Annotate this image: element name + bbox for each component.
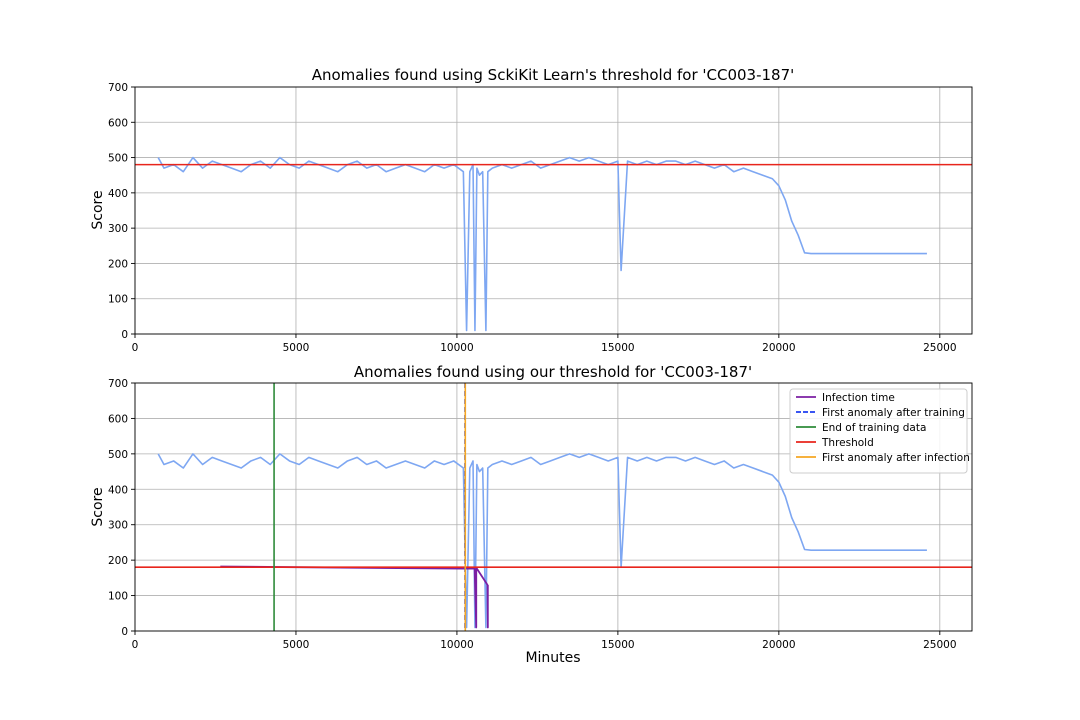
chart-top-plot-area: 0 5000 10000 15000 20000 25000 0 100 200 300 400 50…	[108, 82, 973, 354]
y-tick-label: 600	[108, 117, 128, 129]
x-tick-label: 10000	[440, 342, 473, 354]
chart-top-title: Anomalies found using SckiKit Learn's th…	[312, 66, 795, 84]
x-tick-label: 20000	[762, 342, 795, 354]
x-tick-label: 0	[132, 342, 139, 354]
x-tick-label: 5000	[283, 342, 310, 354]
chart-top-ylabel: Score	[90, 190, 106, 229]
chart-bottom-xlabel: Minutes	[525, 650, 580, 666]
axes-frame	[134, 382, 973, 632]
legend: Infection time First anomaly after traini…	[789, 388, 970, 474]
infection-time-line	[220, 565, 489, 629]
chart-top: Anomalies found using SckiKit Learn's th…	[90, 66, 973, 354]
score-series-line	[157, 453, 927, 629]
y-tick-label: 200	[108, 555, 128, 567]
y-tick-label: 0	[121, 626, 128, 638]
y-tick-label: 500	[108, 153, 128, 165]
x-tick-label: 0	[132, 639, 139, 651]
y-tick-label: 100	[108, 294, 128, 306]
x-tick-label: 10000	[440, 639, 473, 651]
legend-label: First anomaly after infection	[822, 452, 970, 464]
x-tick-label: 25000	[923, 639, 956, 651]
y-tick-label: 700	[108, 82, 128, 94]
x-tick-label: 25000	[923, 342, 956, 354]
x-tick-label: 15000	[601, 342, 634, 354]
legend-label: Infection time	[822, 392, 895, 404]
y-tick-label: 500	[108, 449, 128, 461]
legend-label: First anomaly after training	[822, 407, 965, 419]
x-tick-label: 20000	[762, 639, 795, 651]
chart-bottom-ylabel: Score	[90, 487, 106, 526]
score-series-line	[157, 156, 927, 332]
legend-label: End of training data	[822, 422, 926, 434]
y-tick-label: 200	[108, 258, 128, 270]
y-tick-label: 400	[108, 188, 128, 200]
y-tick-label: 300	[108, 223, 128, 235]
y-tick-label: 400	[108, 484, 128, 496]
y-tick-label: 600	[108, 413, 128, 425]
y-tick-label: 300	[108, 520, 128, 532]
y-tick-label: 700	[108, 378, 128, 390]
chart-bottom: Anomalies found using our threshold for …	[90, 363, 973, 666]
x-tick-label: 5000	[283, 639, 310, 651]
x-tick-label: 15000	[601, 639, 634, 651]
y-tick-label: 100	[108, 591, 128, 603]
axes-frame	[134, 86, 973, 335]
chart-bottom-title: Anomalies found using our threshold for …	[354, 363, 752, 381]
legend-box	[789, 388, 968, 474]
y-tick-label: 0	[121, 329, 128, 341]
legend-label: Threshold	[821, 437, 874, 449]
